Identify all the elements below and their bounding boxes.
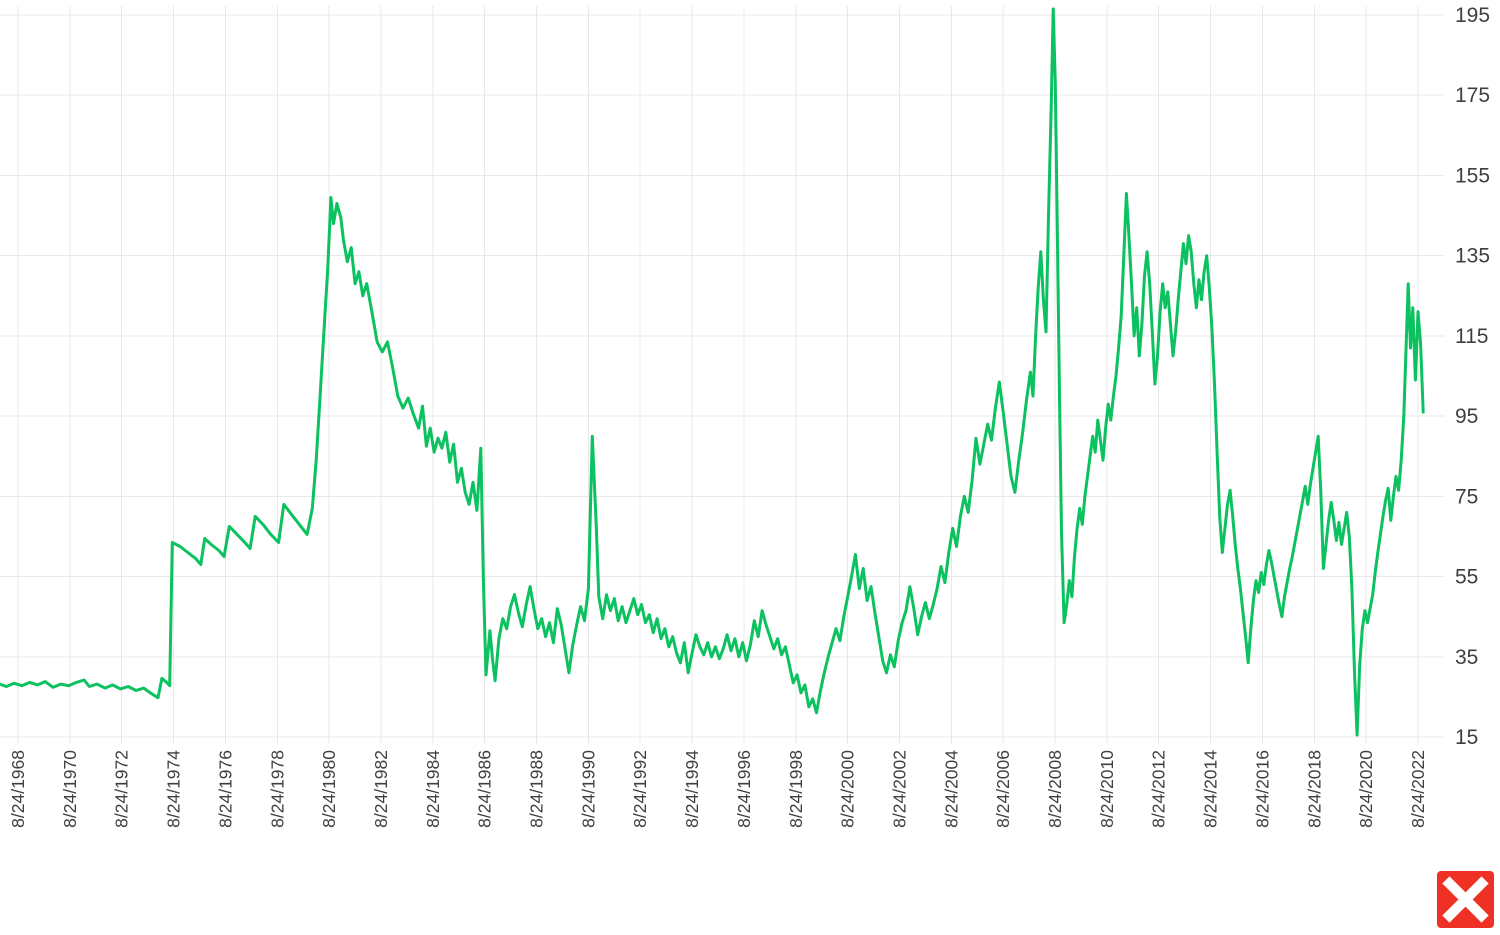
y-axis-tick-label: 55 xyxy=(1455,566,1478,589)
x-axis-tick-label: 8/24/1968 xyxy=(8,750,28,828)
x-axis-tick-label: 8/24/1990 xyxy=(578,750,598,828)
x-axis-tick-label: 8/24/1996 xyxy=(734,750,754,828)
y-axis-tick-label: 135 xyxy=(1455,245,1490,268)
x-axis-tick-label: 8/24/2004 xyxy=(941,750,961,828)
x-axis-tick-label: 8/24/2018 xyxy=(1304,750,1324,828)
x-axis-tick-label: 8/24/1978 xyxy=(267,750,287,828)
x-axis-tick-label: 8/24/2012 xyxy=(1149,750,1169,828)
brand-logo[interactable] xyxy=(1437,871,1494,928)
x-axis-tick-label: 8/24/1998 xyxy=(786,750,806,828)
x-axis-tick-label: 8/24/2010 xyxy=(1097,750,1117,828)
grid-vertical xyxy=(17,6,1419,744)
grid-horizontal xyxy=(0,14,1444,738)
x-axis-tick-label: 8/24/2014 xyxy=(1201,750,1221,828)
x-axis-tick-label: 8/24/1974 xyxy=(164,750,184,828)
y-axis-tick-label: 15 xyxy=(1455,726,1478,749)
x-axis-tick-label: 8/24/2002 xyxy=(889,750,909,828)
x-axis-tick-label: 8/24/1970 xyxy=(60,750,80,828)
x-axis-tick-label: 8/24/1976 xyxy=(215,750,235,828)
x-axis-labels: 8/24/1968 8/24/1970 8/24/1972 8/24/1974 8/24… xyxy=(8,750,1428,828)
x-axis-tick-label: 8/24/1994 xyxy=(682,750,702,828)
x-axis-tick-label: 8/24/2008 xyxy=(1045,750,1065,828)
x-axis-tick-label: 8/24/2000 xyxy=(838,750,858,828)
x-axis-tick-label: 8/24/2016 xyxy=(1252,750,1272,828)
y-axis-tick-label: 195 xyxy=(1455,4,1490,27)
y-axis-tick-label: 115 xyxy=(1455,325,1488,348)
x-axis-tick-label: 8/24/1988 xyxy=(527,750,547,828)
y-axis-tick-label: 155 xyxy=(1455,164,1490,187)
x-axis-tick-label: 8/24/1980 xyxy=(319,750,339,828)
x-axis-tick-label: 8/24/1986 xyxy=(475,750,495,828)
y-axis-tick-label: 95 xyxy=(1455,405,1478,428)
x-axis-tick-label: 8/24/2020 xyxy=(1356,750,1376,828)
y-axis-labels: 15 35 55 75 95 115 135 155 175 195 xyxy=(1455,4,1490,749)
price-line xyxy=(0,7,1425,737)
y-axis-tick-label: 175 xyxy=(1455,84,1490,107)
x-axis-tick-label: 8/24/1982 xyxy=(371,750,391,828)
y-axis-tick-label: 75 xyxy=(1455,485,1478,508)
x-axis-tick-label: 8/24/1972 xyxy=(112,750,132,828)
x-axis-tick-label: 8/24/2022 xyxy=(1408,750,1428,828)
x-axis-tick-label: 8/24/2006 xyxy=(993,750,1013,828)
y-axis-tick-label: 35 xyxy=(1455,646,1478,669)
brand-logo-x-icon xyxy=(1442,876,1489,923)
x-axis-tick-label: 8/24/1992 xyxy=(630,750,650,828)
x-axis-tick-label: 8/24/1984 xyxy=(423,750,443,828)
